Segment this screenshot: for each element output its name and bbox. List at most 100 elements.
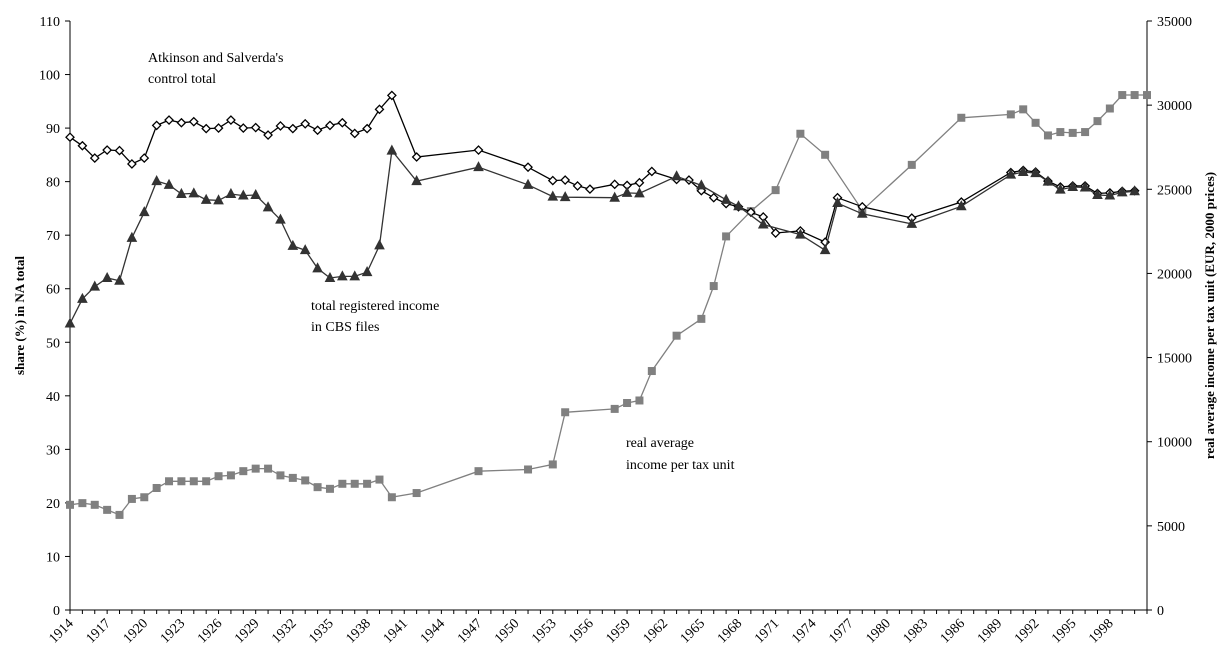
data-point-square xyxy=(1143,91,1151,100)
data-point-triangle xyxy=(126,231,138,242)
data-point-diamond xyxy=(770,228,781,238)
annotation-control-total-line1: Atkinson and Salverda's xyxy=(148,51,284,66)
series-layer xyxy=(64,90,1151,519)
data-point-square xyxy=(115,510,124,519)
data-point-diamond xyxy=(250,122,261,133)
data-point-triangle xyxy=(696,179,707,190)
series-1 xyxy=(64,144,1140,328)
data-point-triangle xyxy=(114,274,125,285)
left-axis-ticks: 0 10 20 30 40 50 60 70 80 90 100 110 xyxy=(39,15,70,619)
right-tick-label: 5000 xyxy=(1157,520,1185,535)
data-point-diamond xyxy=(275,121,286,131)
x-tick-label: 1914 xyxy=(46,616,76,646)
data-point-triangle xyxy=(733,200,744,211)
data-point-triangle xyxy=(1092,188,1103,200)
data-point-triangle xyxy=(1055,183,1066,194)
data-point-triangle xyxy=(1079,181,1091,192)
data-point-triangle xyxy=(906,217,918,228)
x-tick-label: 1977 xyxy=(826,616,856,646)
left-tick-label: 90 xyxy=(46,122,60,137)
x-tick-label: 1965 xyxy=(678,616,708,646)
left-tick-label: 40 xyxy=(46,390,60,405)
data-point-square xyxy=(1130,91,1139,100)
x-tick-label: 1956 xyxy=(566,616,596,646)
right-tick-label: 10000 xyxy=(1157,436,1192,451)
data-point-square xyxy=(189,477,198,486)
data-point-triangle xyxy=(138,206,150,217)
data-point-diamond xyxy=(213,123,224,134)
data-point-triangle xyxy=(1067,180,1079,191)
x-tick-label: 1995 xyxy=(1049,616,1079,646)
series-2 xyxy=(66,91,1151,519)
left-tick-label: 20 xyxy=(46,497,60,512)
data-point-triangle xyxy=(163,178,175,189)
x-tick-label: 1929 xyxy=(232,616,262,646)
left-tick-label: 50 xyxy=(46,336,60,351)
x-tick-label: 1917 xyxy=(84,616,114,646)
axes xyxy=(69,21,1148,611)
data-point-triangle xyxy=(237,189,249,200)
data-point-triangle xyxy=(151,175,162,186)
data-point-square xyxy=(301,476,310,485)
data-point-diamond xyxy=(102,145,113,155)
series-line xyxy=(69,94,1147,516)
data-point-square xyxy=(251,464,260,473)
data-point-triangle xyxy=(547,190,559,201)
annotations: Atkinson and Salverda's control total to… xyxy=(148,51,735,473)
data-point-triangle xyxy=(522,178,534,189)
data-point-diamond xyxy=(238,123,249,134)
data-point-square xyxy=(264,464,273,473)
x-tick-label: 1983 xyxy=(901,616,931,646)
data-point-triangle xyxy=(955,200,967,211)
x-axis-ticks: 1914 1917 1920 1923 1926 1929 1932 1935 1938 1941… xyxy=(46,610,1148,647)
left-tick-label: 30 xyxy=(46,443,60,458)
data-point-triangle xyxy=(200,193,212,204)
annotation-average-income: real average income per tax unit xyxy=(626,436,735,473)
left-tick-label: 80 xyxy=(46,176,60,191)
data-point-triangle xyxy=(275,213,286,224)
data-point-triangle xyxy=(262,201,274,212)
data-point-diamond xyxy=(708,192,719,203)
data-point-triangle xyxy=(250,188,262,200)
data-point-diamond xyxy=(609,179,620,190)
data-point-square xyxy=(1068,128,1077,137)
data-point-square xyxy=(796,129,805,138)
data-point-square xyxy=(152,483,161,492)
x-tick-label: 1932 xyxy=(269,616,299,646)
data-point-diamond xyxy=(188,116,199,127)
annotation-control-total: Atkinson and Salverda's control total xyxy=(148,51,287,87)
x-tick-label: 1926 xyxy=(195,616,225,646)
data-point-triangle xyxy=(349,270,361,281)
data-point-square xyxy=(165,477,174,486)
x-tick-label: 1941 xyxy=(381,616,411,646)
data-point-square xyxy=(90,500,99,509)
data-point-square xyxy=(140,493,149,502)
data-point-triangle xyxy=(856,207,868,218)
data-point-triangle xyxy=(795,228,806,239)
data-point-diamond xyxy=(77,140,88,151)
data-point-square xyxy=(771,186,780,195)
data-point-square xyxy=(635,396,644,405)
data-point-diamond xyxy=(585,184,595,195)
data-point-diamond xyxy=(337,117,348,128)
data-point-square xyxy=(375,475,384,484)
x-tick-label: 1980 xyxy=(863,616,893,646)
data-point-triangle xyxy=(299,244,311,255)
data-point-square xyxy=(1093,117,1102,126)
data-point-triangle xyxy=(101,271,113,283)
left-tick-label: 60 xyxy=(46,283,60,298)
data-point-diamond xyxy=(349,128,360,139)
data-point-triangle xyxy=(312,262,323,273)
x-tick-label: 1959 xyxy=(603,616,633,646)
x-tick-label: 1944 xyxy=(418,616,448,646)
data-point-square xyxy=(226,471,235,480)
right-tick-label: 0 xyxy=(1157,604,1164,619)
data-point-square xyxy=(103,505,112,514)
x-tick-label: 1962 xyxy=(641,616,671,646)
data-point-triangle xyxy=(671,170,682,181)
right-tick-label: 30000 xyxy=(1157,99,1192,114)
data-point-diamond xyxy=(201,123,212,134)
data-point-triangle xyxy=(832,196,843,208)
series-line xyxy=(69,94,1135,244)
